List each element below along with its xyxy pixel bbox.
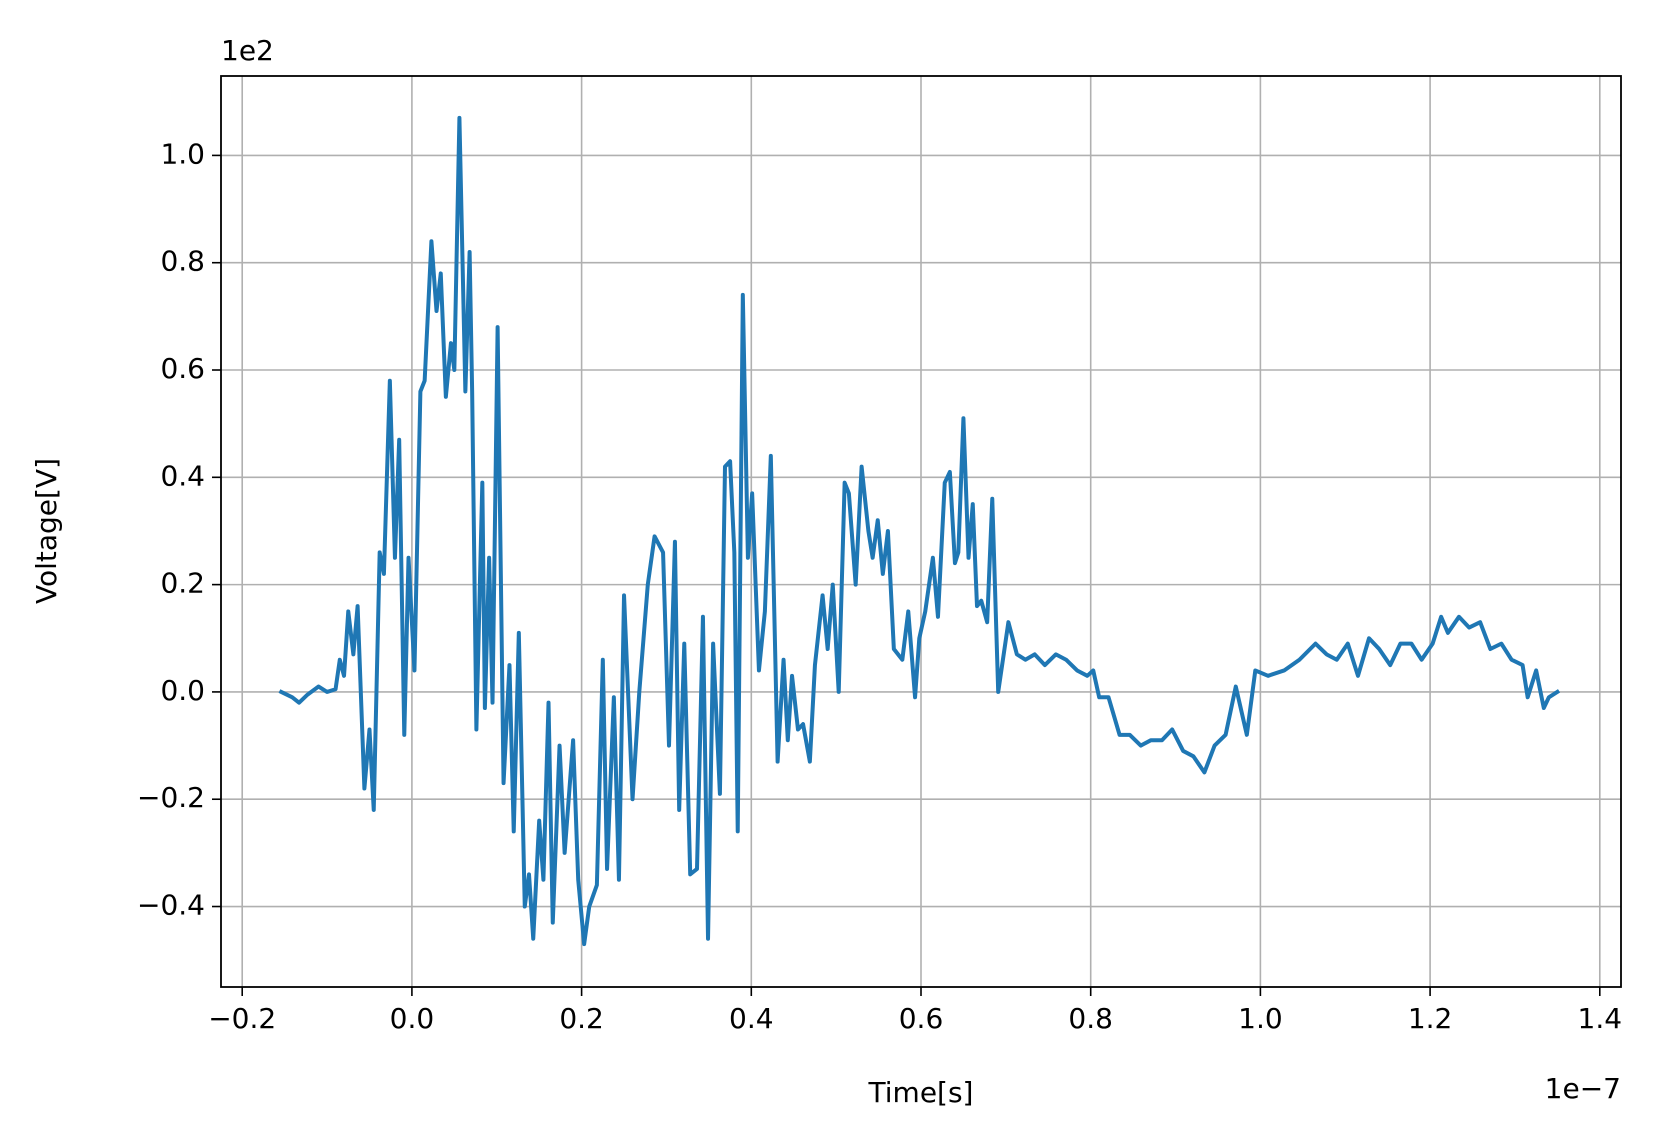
- x-tick-label: 0.4: [729, 1002, 774, 1035]
- x-axis-label: Time[s]: [868, 1076, 974, 1109]
- plot-area: [278, 115, 1561, 947]
- y-axis-label: Voltage[V]: [30, 458, 63, 604]
- y-tick-label: 0.8: [160, 245, 205, 278]
- y-tick-label: −0.4: [137, 889, 205, 922]
- y-tick-label: 0.0: [160, 674, 205, 707]
- x-tick-label: 0.8: [1068, 1002, 1113, 1035]
- x-tick-label: 1.4: [1578, 1002, 1623, 1035]
- y-tick-label: 1.0: [160, 137, 205, 170]
- y-offset-label: 1e2: [221, 34, 274, 67]
- y-tick-label: 0.4: [160, 459, 205, 492]
- x-tick-label: −0.2: [208, 1002, 276, 1035]
- y-tick-label: 0.2: [160, 567, 205, 600]
- data-line: [278, 115, 1561, 947]
- y-tick-label: 0.6: [160, 352, 205, 385]
- x-tick-label: 0.2: [559, 1002, 604, 1035]
- x-tick-label: 0.6: [899, 1002, 944, 1035]
- x-tick-label: 0.0: [390, 1002, 435, 1035]
- x-offset-label: 1e−7: [1545, 1072, 1621, 1105]
- y-tick-label: −0.2: [137, 781, 205, 814]
- x-tick-label: 1.0: [1238, 1002, 1283, 1035]
- x-tick-label: 1.2: [1408, 1002, 1453, 1035]
- grid: [221, 76, 1621, 987]
